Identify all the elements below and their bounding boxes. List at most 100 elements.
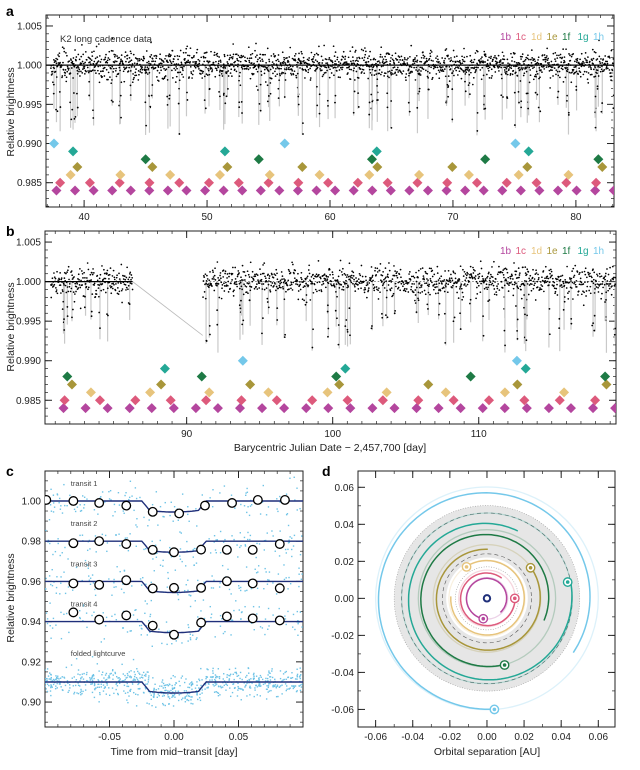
scatter-point [230, 494, 233, 496]
scatter-point [381, 280, 383, 283]
scatter-point [133, 62, 136, 65]
scatter-point [151, 645, 153, 647]
scatter-point [87, 71, 90, 74]
transit-marker-1d [440, 387, 451, 398]
scatter-point [259, 83, 262, 86]
scatter-point [232, 43, 235, 45]
scatter-point [102, 70, 104, 72]
scatter-point [268, 280, 270, 282]
y-tick-label: 0.995 [17, 100, 42, 111]
scatter-point [518, 274, 521, 276]
scatter-point [83, 67, 86, 70]
scatter-point [219, 614, 222, 617]
scatter-point [370, 74, 373, 76]
scatter-point [221, 564, 224, 567]
scatter-point [131, 288, 134, 291]
scatter-point [333, 66, 336, 69]
transit-marker-1c [442, 177, 453, 188]
scatter-point [368, 113, 371, 116]
scatter-point [137, 79, 140, 81]
scatter-point [298, 52, 300, 55]
scatter-point [97, 65, 100, 68]
scatter-point [507, 290, 510, 292]
scatter-point [588, 66, 590, 68]
scatter-point [476, 286, 478, 289]
scatter-point [545, 58, 547, 61]
scatter-point [578, 63, 581, 65]
scatter-point [474, 71, 476, 74]
scatter-point [186, 550, 188, 552]
scatter-point [412, 60, 415, 63]
scatter-point [556, 294, 559, 296]
scatter-point [263, 65, 266, 68]
scatter-point [415, 54, 418, 57]
scatter-point [90, 310, 93, 313]
scatter-point [380, 73, 382, 76]
scatter-point [227, 291, 230, 293]
scatter-point [129, 70, 132, 72]
scatter-point [226, 676, 228, 678]
scatter-point [272, 614, 274, 616]
scatter-point [255, 285, 257, 288]
scatter-point [307, 71, 310, 74]
scatter-point [226, 277, 228, 279]
scatter-point [141, 674, 143, 676]
scatter-point [267, 579, 269, 581]
scatter-point [264, 53, 266, 56]
scatter-point [546, 280, 549, 283]
scatter-point [593, 271, 596, 274]
scatter-point [268, 571, 271, 573]
scatter-point [65, 281, 68, 284]
transit-marker-1d [65, 169, 76, 180]
scatter-point [97, 69, 99, 72]
scatter-point [586, 61, 589, 64]
scatter-point [249, 694, 251, 696]
scatter-point [65, 52, 67, 54]
scatter-point [445, 48, 448, 50]
scatter-point [115, 280, 118, 283]
scatter-point [418, 69, 420, 71]
scatter-point [240, 285, 243, 288]
scatter-point [373, 286, 376, 289]
scatter-point [318, 289, 321, 292]
scatter-point [430, 66, 432, 69]
scatter-point [261, 627, 264, 629]
scatter-point [230, 619, 232, 621]
scatter-point [556, 96, 559, 99]
transit-marker-1b [610, 403, 616, 414]
scatter-point [383, 287, 386, 289]
scatter-point [173, 55, 176, 58]
scatter-point [324, 66, 326, 68]
scatter-point [434, 64, 437, 66]
scatter-point [271, 65, 274, 68]
scatter-point [430, 51, 433, 53]
scatter-point [256, 54, 258, 57]
scatter-point [450, 277, 453, 280]
scatter-point [288, 270, 291, 273]
scatter-point [99, 280, 101, 283]
scatter-point [509, 72, 512, 75]
scatter-point [258, 102, 261, 105]
scatter-point [402, 70, 405, 72]
scatter-point [417, 64, 419, 67]
scatter-point [281, 71, 283, 74]
scatter-point [305, 277, 308, 279]
scatter-point [125, 286, 128, 289]
transit-marker-1c [84, 177, 95, 188]
scatter-point [137, 694, 139, 696]
scatter-point [434, 286, 437, 289]
scatter-point [606, 283, 609, 285]
scatter-point [518, 272, 521, 274]
scatter-point [59, 677, 62, 679]
scatter-point [260, 278, 263, 281]
scatter-point [321, 283, 323, 286]
scatter-point [94, 69, 96, 72]
scatter-point [148, 519, 150, 521]
scatter-point [95, 289, 98, 292]
scatter-point [349, 275, 352, 277]
scatter-point [138, 624, 141, 627]
scatter-point [208, 286, 210, 289]
scatter-point [477, 284, 480, 287]
scatter-point [239, 677, 241, 680]
scatter-point [438, 313, 440, 316]
